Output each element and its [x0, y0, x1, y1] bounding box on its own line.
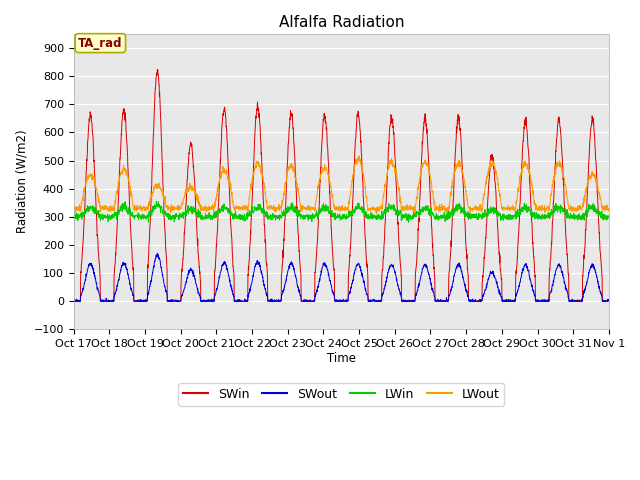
SWout — [374, 298, 381, 304]
Title: Alfalfa Radiation: Alfalfa Radiation — [278, 15, 404, 30]
SWin — [532, 298, 540, 304]
LWout — [503, 205, 511, 211]
Line: SWin: SWin — [74, 70, 609, 301]
SWout — [605, 297, 612, 303]
SWin — [374, 298, 381, 304]
LWin — [533, 214, 541, 220]
SWin — [154, 67, 161, 72]
SWin — [502, 298, 510, 303]
Line: SWout: SWout — [74, 253, 609, 301]
SWout — [154, 251, 161, 256]
Y-axis label: Radiation (W/m2): Radiation (W/m2) — [15, 130, 28, 233]
SWout — [70, 298, 77, 303]
X-axis label: Time: Time — [327, 352, 356, 365]
LWout — [70, 208, 77, 214]
LWin — [374, 216, 381, 221]
LWin — [145, 219, 152, 225]
LWin — [124, 208, 131, 214]
LWout — [605, 205, 612, 211]
LWin — [598, 212, 605, 218]
Text: TA_rad: TA_rad — [78, 36, 123, 49]
SWin — [124, 142, 131, 148]
LWout — [124, 172, 131, 178]
SWout — [124, 269, 131, 275]
LWin — [239, 215, 247, 220]
LWin — [503, 215, 511, 221]
SWout — [70, 299, 78, 304]
SWin — [70, 299, 77, 304]
SWout — [533, 298, 541, 304]
Legend: SWin, SWout, LWin, LWout: SWin, SWout, LWin, LWout — [178, 383, 504, 406]
SWout — [239, 299, 247, 304]
LWout — [355, 153, 363, 159]
SWout — [503, 298, 511, 304]
LWin — [70, 214, 77, 219]
LWin — [152, 199, 160, 204]
Line: LWin: LWin — [74, 202, 609, 222]
SWout — [598, 292, 605, 298]
Line: LWout: LWout — [74, 156, 609, 214]
LWout — [374, 206, 381, 212]
LWout — [372, 211, 380, 216]
SWin — [239, 298, 246, 304]
SWin — [598, 265, 605, 271]
LWout — [533, 204, 541, 210]
LWout — [598, 202, 605, 208]
LWout — [239, 205, 246, 211]
LWin — [605, 215, 612, 221]
SWin — [605, 298, 612, 304]
